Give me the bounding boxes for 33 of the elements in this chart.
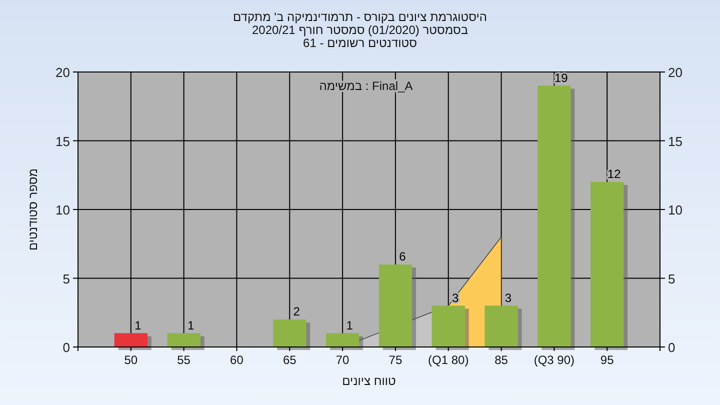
x-tick-label: (Q1 80): [428, 353, 469, 367]
data-label: 19: [554, 70, 568, 85]
x-tick-label: 75: [388, 353, 402, 367]
chart-title: היסטוגרמת ציונים בקורס - תרמודינמיקה ב' מתקדם: [233, 10, 487, 24]
y-axis-title: מספר סטודנטים: [26, 168, 40, 251]
data-label: 12: [607, 167, 622, 181]
y2-tick-label: 0: [668, 340, 676, 355]
data-label: 1: [187, 318, 194, 332]
x-axis-title: טווח ציונים: [342, 374, 396, 388]
y2-tick-label: 5: [668, 271, 676, 286]
x-tick-label: 65: [282, 353, 297, 367]
y-tick-label: 15: [56, 134, 70, 149]
x-tick-label: 50: [124, 353, 138, 367]
data-label: 2: [293, 304, 300, 318]
text: סטודנטים רשומים - 61: [303, 36, 418, 50]
x-tick-label: 95: [600, 353, 614, 367]
x-tick-label: 55: [177, 353, 191, 367]
y-tick-label: 10: [56, 202, 70, 218]
data-label: 3: [504, 290, 512, 305]
y2-tick-label: 20: [668, 65, 682, 80]
y-tick-label: 0: [62, 340, 70, 355]
x-tick-label: 85: [494, 353, 508, 367]
data-label: 1: [346, 318, 354, 332]
data-label: 6: [399, 250, 406, 264]
x-tick-label: (Q3 90): [534, 353, 575, 367]
y-tick-label: 5: [62, 271, 70, 286]
x-tick-label: 70: [336, 353, 350, 367]
data-label: 1: [134, 318, 142, 332]
y-tick-label: 20: [56, 65, 70, 80]
x-tick-label: 60: [230, 353, 244, 367]
chart-subtitle: בסמסטר (01/2020) סמסטר חורף 2020/21: [252, 23, 468, 37]
y2-tick-label: 15: [668, 134, 682, 149]
y2-tick-label: 10: [668, 202, 682, 218]
